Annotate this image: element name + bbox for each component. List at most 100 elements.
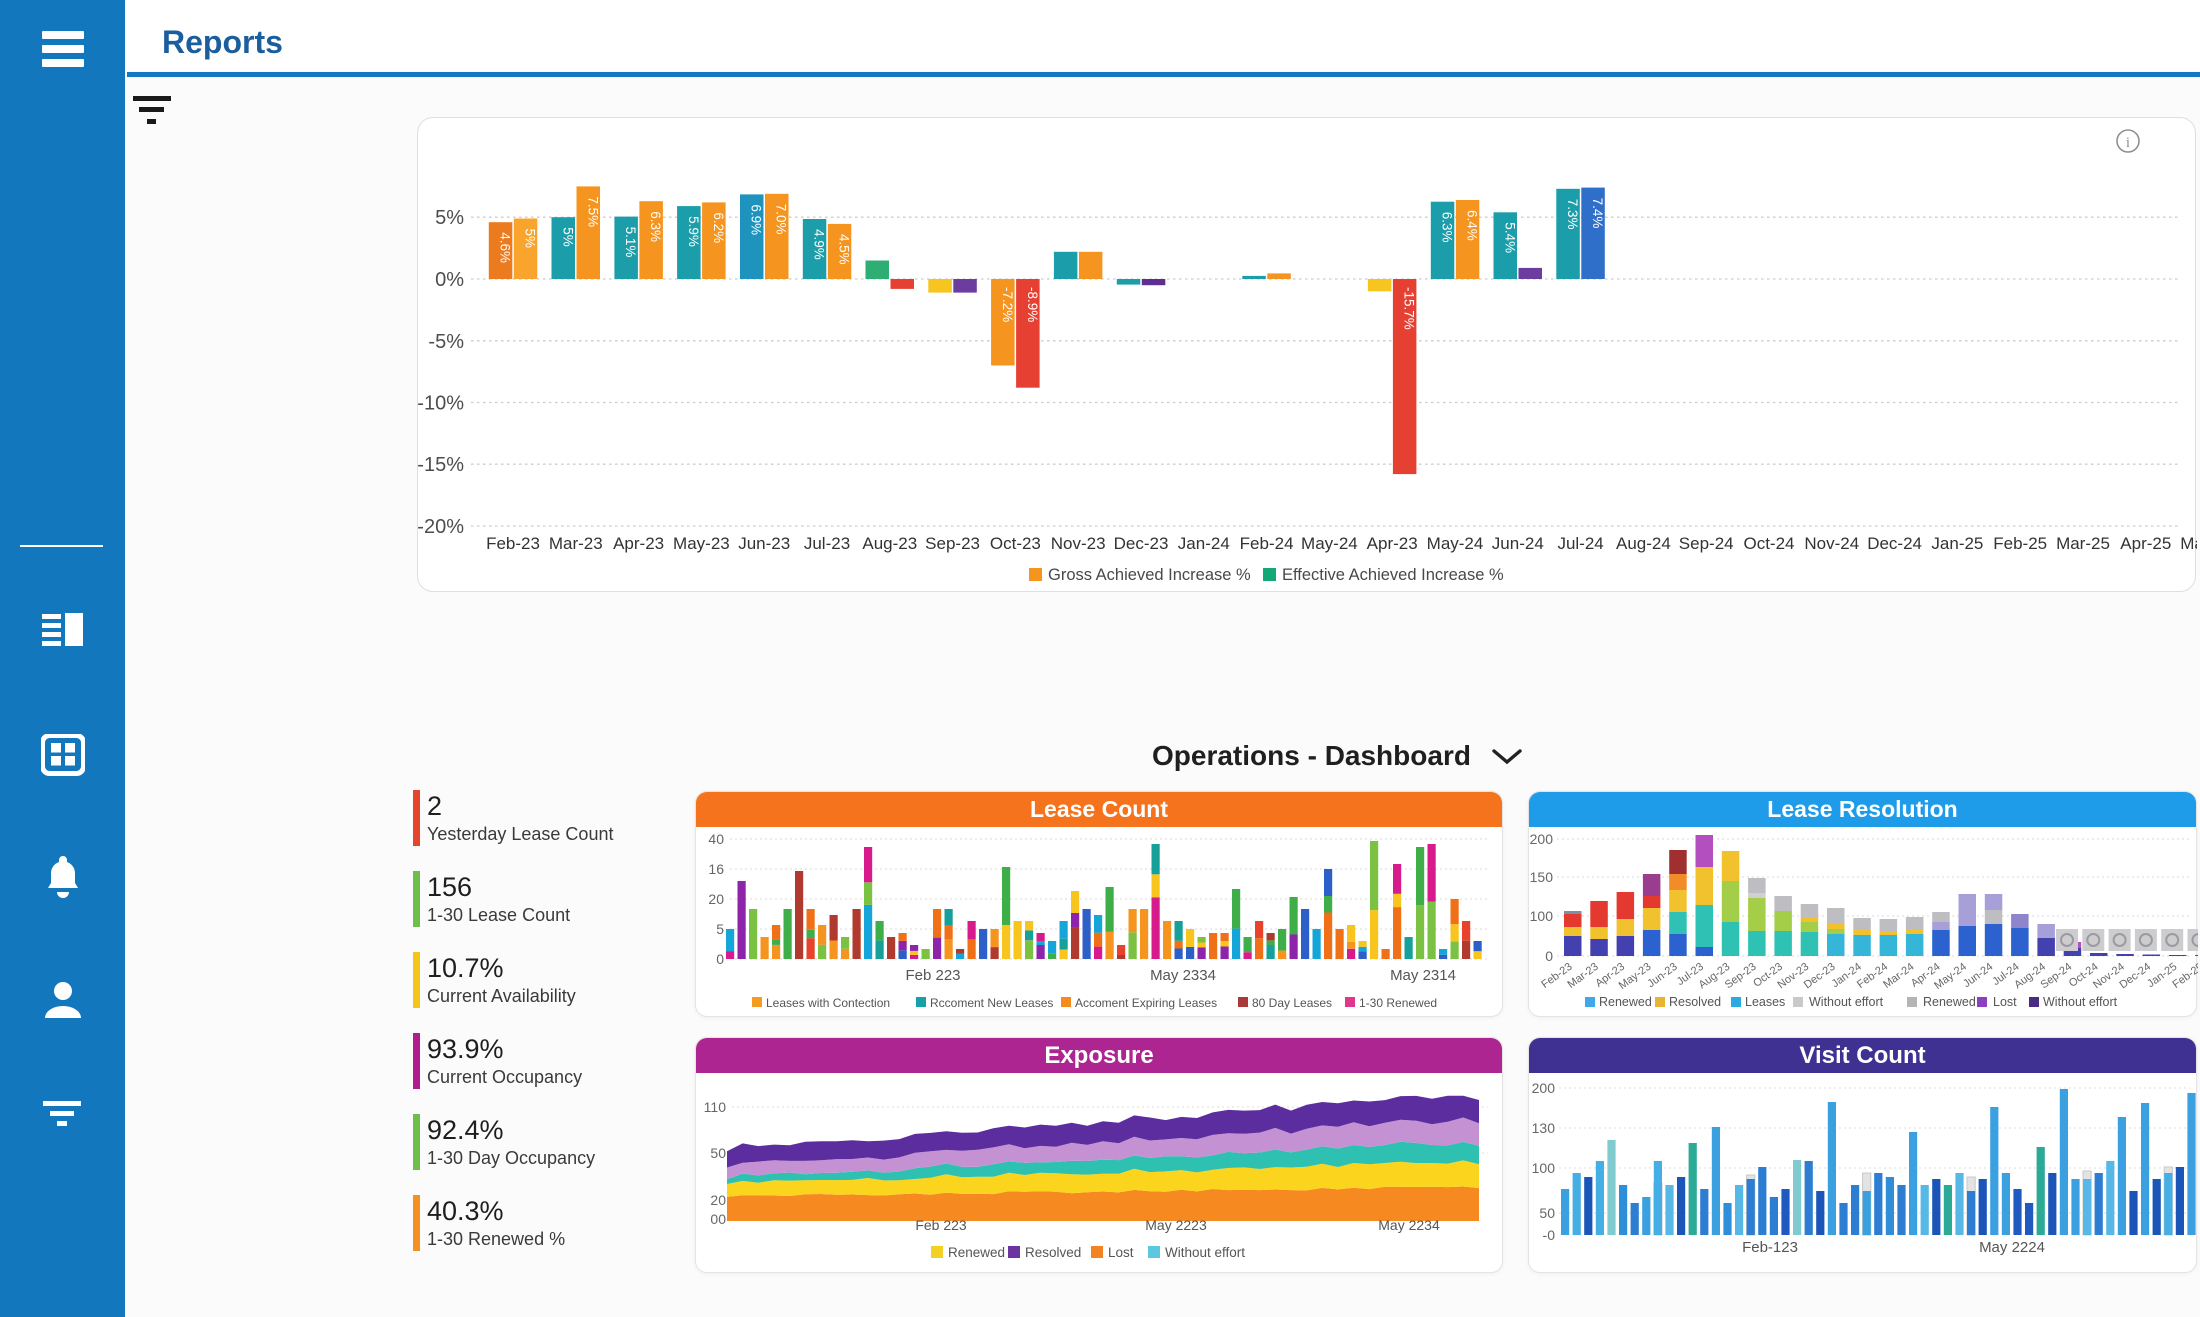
svg-text:Resolved: Resolved — [1025, 1245, 1081, 1260]
svg-text:200: 200 — [1530, 831, 1554, 847]
svg-text:i: i — [2126, 135, 2130, 151]
svg-text:Feb-24: Feb-24 — [1240, 534, 1294, 553]
svg-text:Jun-23: Jun-23 — [738, 534, 790, 553]
svg-text:7.0%: 7.0% — [774, 204, 789, 235]
svg-text:6.3%: 6.3% — [1440, 212, 1455, 243]
svg-text:4.6%: 4.6% — [498, 232, 513, 263]
svg-text:Effective Achieved Increase %: Effective Achieved Increase % — [1282, 566, 1504, 584]
svg-text:7.5%: 7.5% — [585, 196, 600, 227]
svg-text:5%: 5% — [435, 207, 464, 229]
svg-text:Without effort: Without effort — [1809, 995, 1884, 1009]
svg-text:Leases with Contection: Leases with Contection — [766, 996, 890, 1010]
svg-text:110: 110 — [704, 1099, 727, 1115]
svg-text:5.1%: 5.1% — [623, 227, 638, 258]
svg-text:Aug-24: Aug-24 — [1616, 534, 1671, 553]
svg-text:40: 40 — [708, 831, 724, 847]
svg-text:50: 50 — [710, 1145, 726, 1161]
svg-text:Mar-23: Mar-23 — [549, 534, 603, 553]
svg-text:Lost: Lost — [1993, 995, 2017, 1009]
svg-text:Nov-24: Nov-24 — [1804, 534, 1859, 553]
svg-text:Mar-24: Mar-24 — [1881, 961, 1916, 991]
svg-text:50: 50 — [1539, 1205, 1555, 1221]
svg-text:130: 130 — [1532, 1120, 1556, 1136]
svg-text:Without effort: Without effort — [2043, 995, 2118, 1009]
svg-text:May 2223: May 2223 — [1145, 1217, 1207, 1233]
svg-text:0: 0 — [1545, 948, 1553, 964]
svg-text:Apr-23: Apr-23 — [613, 534, 664, 553]
svg-text:Jan-25: Jan-25 — [1931, 534, 1983, 553]
svg-text:6.4%: 6.4% — [1465, 210, 1480, 241]
svg-text:5%: 5% — [523, 229, 538, 249]
svg-text:Accoment Expiring Leases: Accoment Expiring Leases — [1075, 996, 1217, 1010]
svg-text:-10%: -10% — [418, 393, 464, 415]
svg-text:4.9%: 4.9% — [812, 229, 827, 260]
svg-text:Renewed: Renewed — [1599, 995, 1652, 1009]
svg-text:6.9%: 6.9% — [749, 204, 764, 235]
svg-text:Dec-24: Dec-24 — [1867, 534, 1922, 553]
svg-text:5%: 5% — [560, 227, 575, 247]
svg-text:May-24: May-24 — [1301, 534, 1358, 553]
svg-text:00: 00 — [710, 1211, 726, 1227]
svg-text:Rccoment New Leases: Rccoment New Leases — [930, 996, 1053, 1010]
svg-text:Feb-23: Feb-23 — [486, 534, 540, 553]
svg-text:5: 5 — [716, 921, 724, 937]
svg-text:May 2224: May 2224 — [1979, 1239, 2045, 1256]
svg-text:0: 0 — [716, 951, 724, 967]
svg-text:20: 20 — [708, 891, 724, 907]
svg-text:Apr-23: Apr-23 — [1367, 534, 1418, 553]
svg-text:May 2334: May 2334 — [1150, 967, 1216, 984]
svg-text:-20%: -20% — [418, 516, 464, 538]
svg-text:Feb-123: Feb-123 — [1742, 1239, 1798, 1256]
svg-text:Aug-23: Aug-23 — [862, 534, 917, 553]
svg-text:Jul-24: Jul-24 — [1557, 534, 1603, 553]
svg-text:6.2%: 6.2% — [711, 212, 726, 243]
svg-text:May-23: May-23 — [673, 534, 730, 553]
svg-text:100: 100 — [1530, 908, 1554, 924]
svg-text:-8.9%: -8.9% — [1025, 287, 1040, 322]
svg-text:-0: -0 — [1543, 1227, 1556, 1243]
svg-text:Jun-24: Jun-24 — [1961, 961, 1995, 990]
svg-text:May 2314: May 2314 — [1390, 967, 1456, 984]
svg-text:Sep-23: Sep-23 — [925, 534, 980, 553]
svg-text:100: 100 — [1532, 1160, 1556, 1176]
svg-text:Lost: Lost — [1108, 1245, 1134, 1260]
svg-text:May-24: May-24 — [1427, 534, 1484, 553]
svg-text:150: 150 — [1530, 869, 1554, 885]
svg-text:Jun-24: Jun-24 — [1492, 534, 1544, 553]
svg-text:Sep-24: Sep-24 — [1679, 534, 1734, 553]
svg-text:Oct-23: Oct-23 — [990, 534, 1041, 553]
svg-text:Jun-23: Jun-23 — [1645, 961, 1679, 990]
svg-text:Leases: Leases — [1745, 995, 1785, 1009]
svg-text:7.4%: 7.4% — [1590, 198, 1605, 229]
svg-text:5.9%: 5.9% — [686, 216, 701, 247]
svg-text:7.3%: 7.3% — [1565, 199, 1580, 230]
svg-text:Jan-24: Jan-24 — [1178, 534, 1230, 553]
svg-text:-7.2%: -7.2% — [1000, 287, 1015, 322]
svg-text:Feb 223: Feb 223 — [905, 967, 960, 984]
svg-text:Oct-24: Oct-24 — [1743, 534, 1794, 553]
svg-text:6.3%: 6.3% — [648, 211, 663, 242]
svg-text:0%: 0% — [435, 269, 464, 291]
svg-text:Without effort: Without effort — [1165, 1245, 1245, 1260]
svg-text:Dec-23: Dec-23 — [1114, 534, 1169, 553]
svg-text:Resolved: Resolved — [1669, 995, 1721, 1009]
svg-text:Feb-25: Feb-25 — [1993, 534, 2047, 553]
svg-text:May 2234: May 2234 — [1378, 1217, 1440, 1233]
svg-text:May-25: May-25 — [2180, 534, 2197, 553]
svg-text:Gross Achieved Increase %: Gross Achieved Increase % — [1048, 566, 1251, 584]
svg-text:Jul-23: Jul-23 — [804, 534, 850, 553]
svg-text:Nov-23: Nov-23 — [1051, 534, 1106, 553]
svg-text:Renewed: Renewed — [948, 1245, 1005, 1260]
svg-text:Renewed: Renewed — [1923, 995, 1976, 1009]
svg-text:Apr-25: Apr-25 — [2120, 534, 2171, 553]
svg-text:200: 200 — [1532, 1080, 1556, 1096]
svg-text:Mar-25: Mar-25 — [2056, 534, 2110, 553]
svg-text:20: 20 — [710, 1192, 726, 1208]
svg-text:16: 16 — [708, 861, 724, 877]
svg-text:80 Day Leases: 80 Day Leases — [1252, 996, 1332, 1010]
svg-text:5.4%: 5.4% — [1502, 222, 1517, 253]
svg-text:1-30 Renewed: 1-30 Renewed — [1359, 996, 1437, 1010]
svg-text:-5%: -5% — [428, 331, 464, 353]
svg-text:-15%: -15% — [418, 454, 464, 476]
svg-text:Feb 223: Feb 223 — [915, 1217, 967, 1233]
